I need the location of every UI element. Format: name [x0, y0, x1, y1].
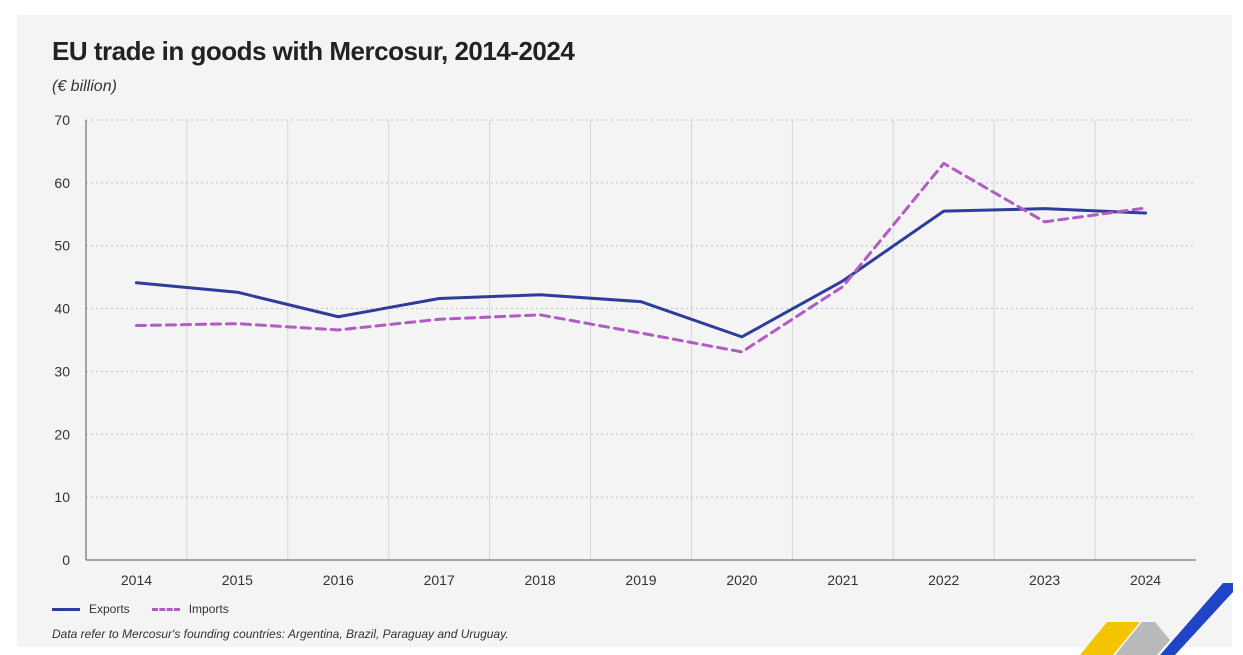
- x-tick-label: 2019: [625, 572, 656, 588]
- y-tick-label: 10: [54, 489, 70, 505]
- chart-panel: [17, 15, 1232, 647]
- legend-item-imports: Imports: [151, 602, 229, 616]
- series-line-imports: [134, 161, 1148, 354]
- logo-yellow-shape: [1080, 622, 1140, 655]
- eurostat-logo: [1080, 583, 1233, 655]
- chart-subtitle: (€ billion): [52, 78, 117, 95]
- x-tick-label: 2021: [827, 572, 858, 588]
- x-tick-label: 2016: [323, 572, 354, 588]
- legend-imports-label: Imports: [188, 602, 229, 616]
- legend-item-exports: Exports: [52, 602, 130, 616]
- legend: Exports Imports: [52, 602, 251, 616]
- y-tick-label: 20: [54, 426, 70, 442]
- x-tick-label: 2022: [928, 572, 959, 588]
- x-tick-label: 2017: [424, 572, 455, 588]
- legend-exports-label: Exports: [89, 602, 130, 616]
- logo-grey-shape: [1115, 622, 1170, 655]
- logo-blue-shape: [1160, 583, 1233, 655]
- y-tick-label: 40: [54, 301, 70, 317]
- x-tick-label: 2015: [222, 572, 253, 588]
- x-tick-label: 2024: [1130, 572, 1161, 588]
- y-tick-label: 60: [54, 175, 70, 191]
- y-tick-label: 0: [62, 552, 70, 568]
- x-tick-label: 2023: [1029, 572, 1060, 588]
- chart-title: EU trade in goods with Mercosur, 2014-20…: [52, 36, 575, 66]
- series-line-exports: [134, 207, 1148, 339]
- x-tick-label: 2014: [121, 572, 152, 588]
- legend-exports-swatch: [52, 607, 80, 611]
- y-tick-label: 30: [54, 363, 70, 379]
- footnote: Data refer to Mercosur's founding countr…: [52, 627, 509, 641]
- legend-imports-swatch: [151, 607, 180, 611]
- x-tick-label: 2020: [726, 572, 757, 588]
- y-tick-label: 70: [54, 112, 70, 128]
- y-tick-label: 50: [54, 238, 70, 254]
- x-tick-label: 2018: [525, 572, 556, 588]
